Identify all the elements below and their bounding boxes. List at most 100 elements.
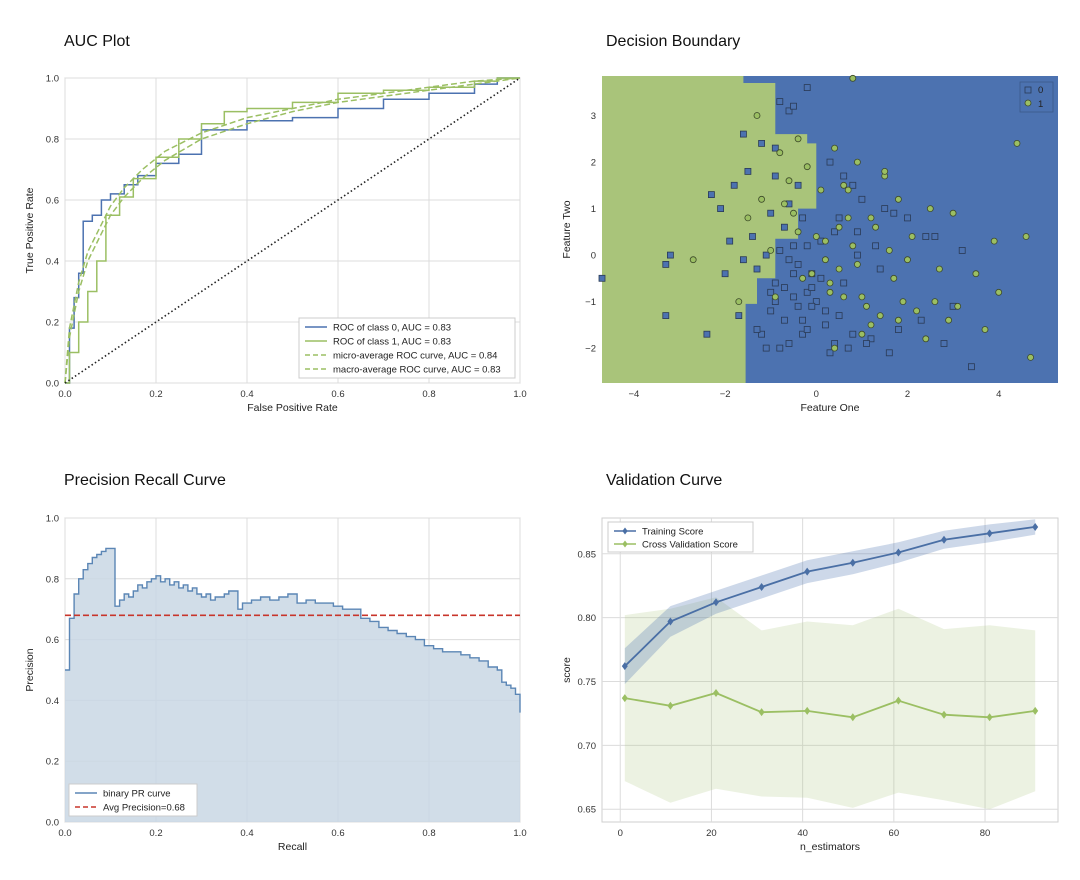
auc-x-tick-label: 0.4 [240, 389, 253, 400]
class-0-point [762, 344, 770, 352]
class-1-point [995, 288, 1003, 296]
class-0-point [730, 181, 738, 189]
class-1-point [872, 223, 879, 231]
class-0-point [794, 181, 802, 189]
class-1-point [794, 228, 802, 236]
auc-series-line-3 [64, 77, 521, 384]
auc-series-line-2 [64, 77, 521, 384]
pr-y-tick-label: 0.2 [46, 757, 59, 768]
training-score-marker [849, 558, 856, 567]
validation-x-tick-label: 40 [797, 828, 808, 839]
class-1-point [854, 260, 861, 268]
class-1-point [922, 335, 930, 343]
class-1-point [854, 158, 861, 166]
class-1-point [840, 181, 848, 189]
auc-x-tick-label: 1.0 [513, 389, 526, 400]
boundary-y-tick-label: 2 [591, 158, 596, 169]
training-score-marker [804, 567, 811, 576]
validation-legend-box [607, 521, 754, 553]
class-0-point [881, 205, 889, 213]
auc-y-tick-label: 0.0 [46, 379, 59, 390]
validation-x-axis-label: n_estimators [800, 841, 860, 853]
class-0-point [708, 191, 715, 199]
class-1-point [831, 344, 838, 352]
auc-y-tick-label: 0.8 [46, 135, 59, 146]
pr-y-tick-label: 1.0 [46, 514, 59, 525]
boundary-y-tick-label: 1 [591, 204, 596, 215]
boundary-legend-label-0: 0 [1038, 85, 1043, 96]
auc-plot: AUC Plot 0.0 0.2 0.4 0.6 0.8 1.0 0.0 0.2 0.4 0.6 0… [24, 33, 527, 414]
validation-x-tick-label: 60 [889, 828, 900, 839]
training-score-marker [1032, 522, 1039, 531]
auc-x-tick-label: 0.2 [149, 389, 162, 400]
training-score-marker [895, 548, 902, 557]
pr-x-tick-label: 0.6 [331, 828, 344, 839]
boundary-legend-box [1019, 81, 1054, 113]
class-0-point [771, 172, 779, 180]
class-0-point [940, 340, 948, 347]
class-0-point [762, 251, 770, 259]
class-0-point [744, 167, 752, 175]
class-0-point [895, 326, 902, 333]
validation-y-tick-label: 0.65 [578, 805, 597, 816]
class-0-point [767, 209, 775, 217]
class-1-point [785, 177, 793, 185]
class-0-point [835, 312, 843, 320]
boundary-x-tick-label: 2 [905, 389, 910, 400]
class-0-point [840, 279, 848, 287]
boundary-y-tick-label: 3 [591, 111, 596, 122]
class-1-point [826, 288, 834, 296]
pr-y-tick-label: 0.0 [46, 818, 59, 829]
class-1-point [835, 265, 843, 273]
precision-recall-plot: Precision Recall Curve 0.0 0.2 0.4 0.6 0.8 1.… [24, 472, 527, 853]
class-1-point [881, 167, 889, 175]
class-0-point [776, 344, 784, 352]
class-0-point [776, 98, 784, 105]
pr-curve-line [65, 547, 521, 713]
class-1-point [931, 298, 939, 306]
class-0-point [890, 209, 898, 217]
class-1-point [790, 209, 797, 217]
class-1-point [799, 274, 806, 282]
class-0-point [667, 251, 674, 259]
boundary-x-tick-label: −4 [628, 389, 639, 400]
cv-score-marker [621, 694, 628, 703]
class-1-point [867, 321, 875, 329]
class-0-point [849, 181, 857, 189]
pr-curve-area [65, 548, 520, 822]
class-1-point [812, 233, 820, 240]
class-1-point [758, 195, 765, 203]
pr-x-axis-label: Recall [278, 841, 307, 853]
class-1-point [858, 330, 866, 338]
auc-y-tick-label: 0.4 [46, 257, 59, 268]
class-0-point [872, 242, 879, 250]
auc-x-tick-label: 0.6 [331, 389, 344, 400]
class-1-point [794, 135, 802, 143]
class-1-point [776, 149, 784, 157]
cv-score-marker [804, 706, 811, 715]
class-0-point [840, 172, 848, 180]
validation-y-tick-label: 0.85 [578, 549, 597, 560]
auc-series-line-4 [64, 77, 521, 384]
cv-score-line [624, 692, 1036, 719]
class-0-point [849, 330, 857, 338]
cv-score-marker [895, 696, 902, 705]
class-1-point [876, 312, 884, 320]
class-0-point [735, 312, 743, 320]
training-score-line [624, 526, 1036, 667]
class-1-point [817, 186, 825, 194]
class-0-point [831, 228, 838, 236]
class-1-point [767, 246, 775, 254]
boundary-legend-circle-marker [1024, 99, 1032, 107]
class-1-point [936, 265, 943, 273]
class-1-point [744, 214, 752, 222]
boundary-x-axis-label: Feature One [801, 402, 860, 414]
decision-boundary-title: Decision Boundary [606, 33, 740, 50]
class-1-point [885, 246, 893, 254]
class-0-point [758, 330, 765, 338]
auc-y-tick-label: 0.6 [46, 196, 59, 207]
class-1-point [867, 214, 875, 222]
class-1-point [972, 270, 980, 278]
class-0-point [703, 330, 711, 338]
class-1-point [822, 256, 829, 264]
